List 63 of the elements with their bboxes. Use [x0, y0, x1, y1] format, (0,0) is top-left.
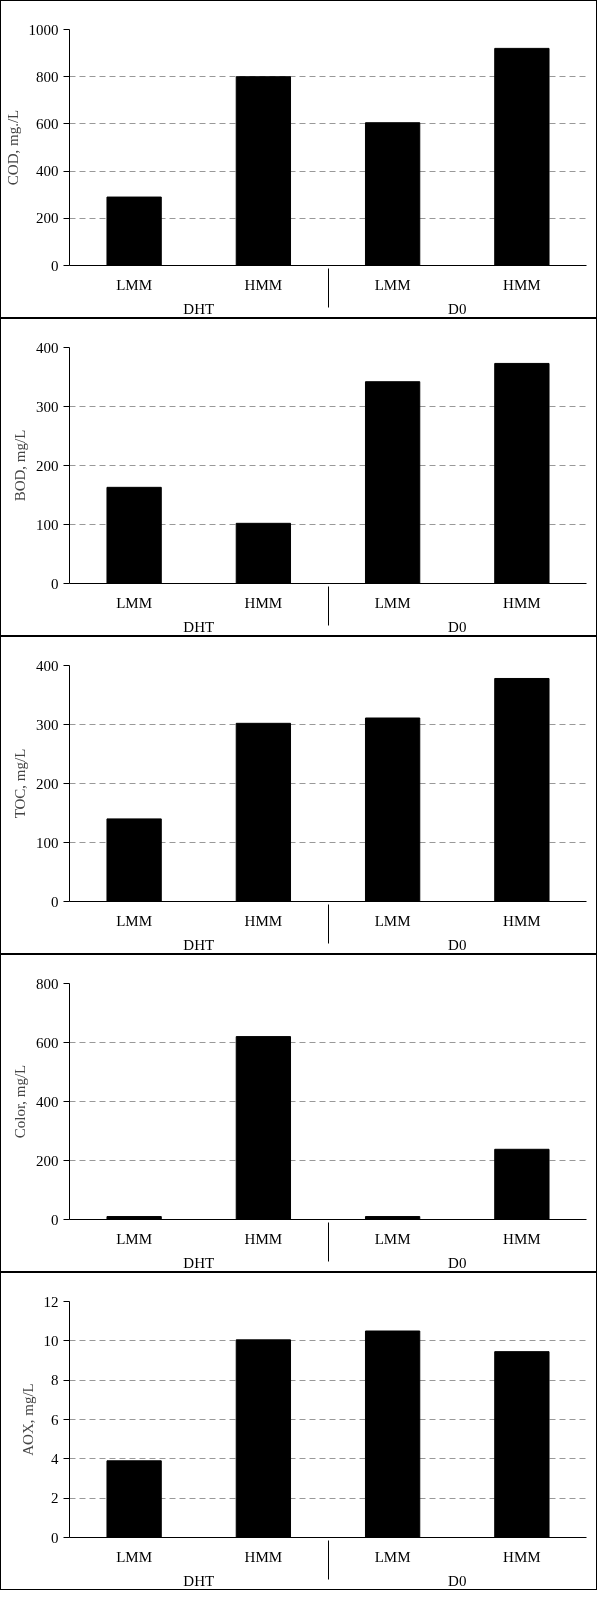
y-tick-label: 0 [51, 575, 59, 592]
x-tick-label: HMM [244, 912, 283, 929]
x-tick-label: LMM [116, 276, 153, 293]
y-tick-label: 8 [51, 1372, 59, 1389]
y-tick-label: 2 [51, 1490, 59, 1507]
text: D0 [448, 936, 467, 953]
y-axis-title: COD, mg./L [4, 109, 21, 186]
x-tick-label: LMM [116, 1548, 153, 1565]
x-tick-label: LMM [116, 594, 153, 611]
x-tick-label: HMM [503, 594, 541, 611]
text: D0 [448, 1254, 467, 1271]
y-tick-label: 200 [36, 1152, 59, 1169]
y-tick-label: 100 [36, 516, 59, 533]
y-tick-label: 6 [51, 1411, 59, 1428]
y-tick-label: 12 [43, 1293, 59, 1310]
y-tick-label: 400 [36, 657, 59, 674]
x-tick-label: HMM [244, 1230, 283, 1247]
y-tick-label: 800 [36, 975, 59, 992]
x-tick-label: HMM [503, 276, 541, 293]
y-tick-label: 400 [36, 339, 59, 356]
text: D0 [448, 300, 467, 317]
y-axis-title: AOX, mg/L [19, 1383, 36, 1456]
x-tick-label: HMM [244, 276, 283, 293]
text: DHT [183, 936, 215, 953]
y-tick-label: 400 [36, 163, 59, 180]
y-tick-label: 100 [36, 834, 59, 851]
text: DHT [183, 618, 215, 635]
y-tick-label: 800 [36, 68, 59, 85]
x-tick-label: LMM [374, 912, 411, 929]
y-tick-label: 300 [36, 716, 59, 733]
x-tick-label: HMM [503, 1230, 541, 1247]
y-tick-label: 1000 [28, 21, 59, 38]
x-tick-label: HMM [503, 912, 541, 929]
y-tick-label: 200 [36, 457, 59, 474]
x-tick-label: LMM [116, 912, 153, 929]
y-tick-label: 600 [36, 115, 59, 132]
y-axis-title: BOD, mg/L [12, 429, 28, 502]
text: DHT [183, 1572, 215, 1589]
text: DHT [183, 300, 215, 317]
text: DHT [183, 1254, 215, 1271]
y-tick-label: 10 [43, 1332, 59, 1349]
text: D0 [448, 618, 467, 635]
y-tick-label: 200 [36, 210, 59, 227]
text: D0 [448, 1572, 467, 1589]
y-tick-label: 0 [51, 1211, 59, 1228]
x-tick-label: LMM [374, 594, 411, 611]
x-tick-label: HMM [503, 1548, 541, 1565]
x-tick-label: LMM [374, 276, 411, 293]
y-tick-label: 300 [36, 398, 59, 415]
y-tick-label: 0 [51, 893, 59, 910]
y-tick-label: 200 [36, 775, 59, 792]
x-tick-label: LMM [374, 1548, 411, 1565]
y-tick-label: 600 [36, 1034, 59, 1051]
x-tick-label: LMM [374, 1230, 411, 1247]
x-tick-label: HMM [244, 594, 283, 611]
x-tick-label: HMM [244, 1548, 283, 1565]
y-tick-label: 400 [36, 1093, 59, 1110]
y-tick-label: 0 [51, 1529, 59, 1546]
y-tick-label: 4 [51, 1450, 59, 1467]
y-axis-title: TOC, mg/L [12, 748, 28, 819]
y-tick-label: 0 [51, 257, 59, 274]
x-tick-label: LMM [116, 1230, 153, 1247]
y-axis-title: Color, mg/L [12, 1064, 28, 1139]
